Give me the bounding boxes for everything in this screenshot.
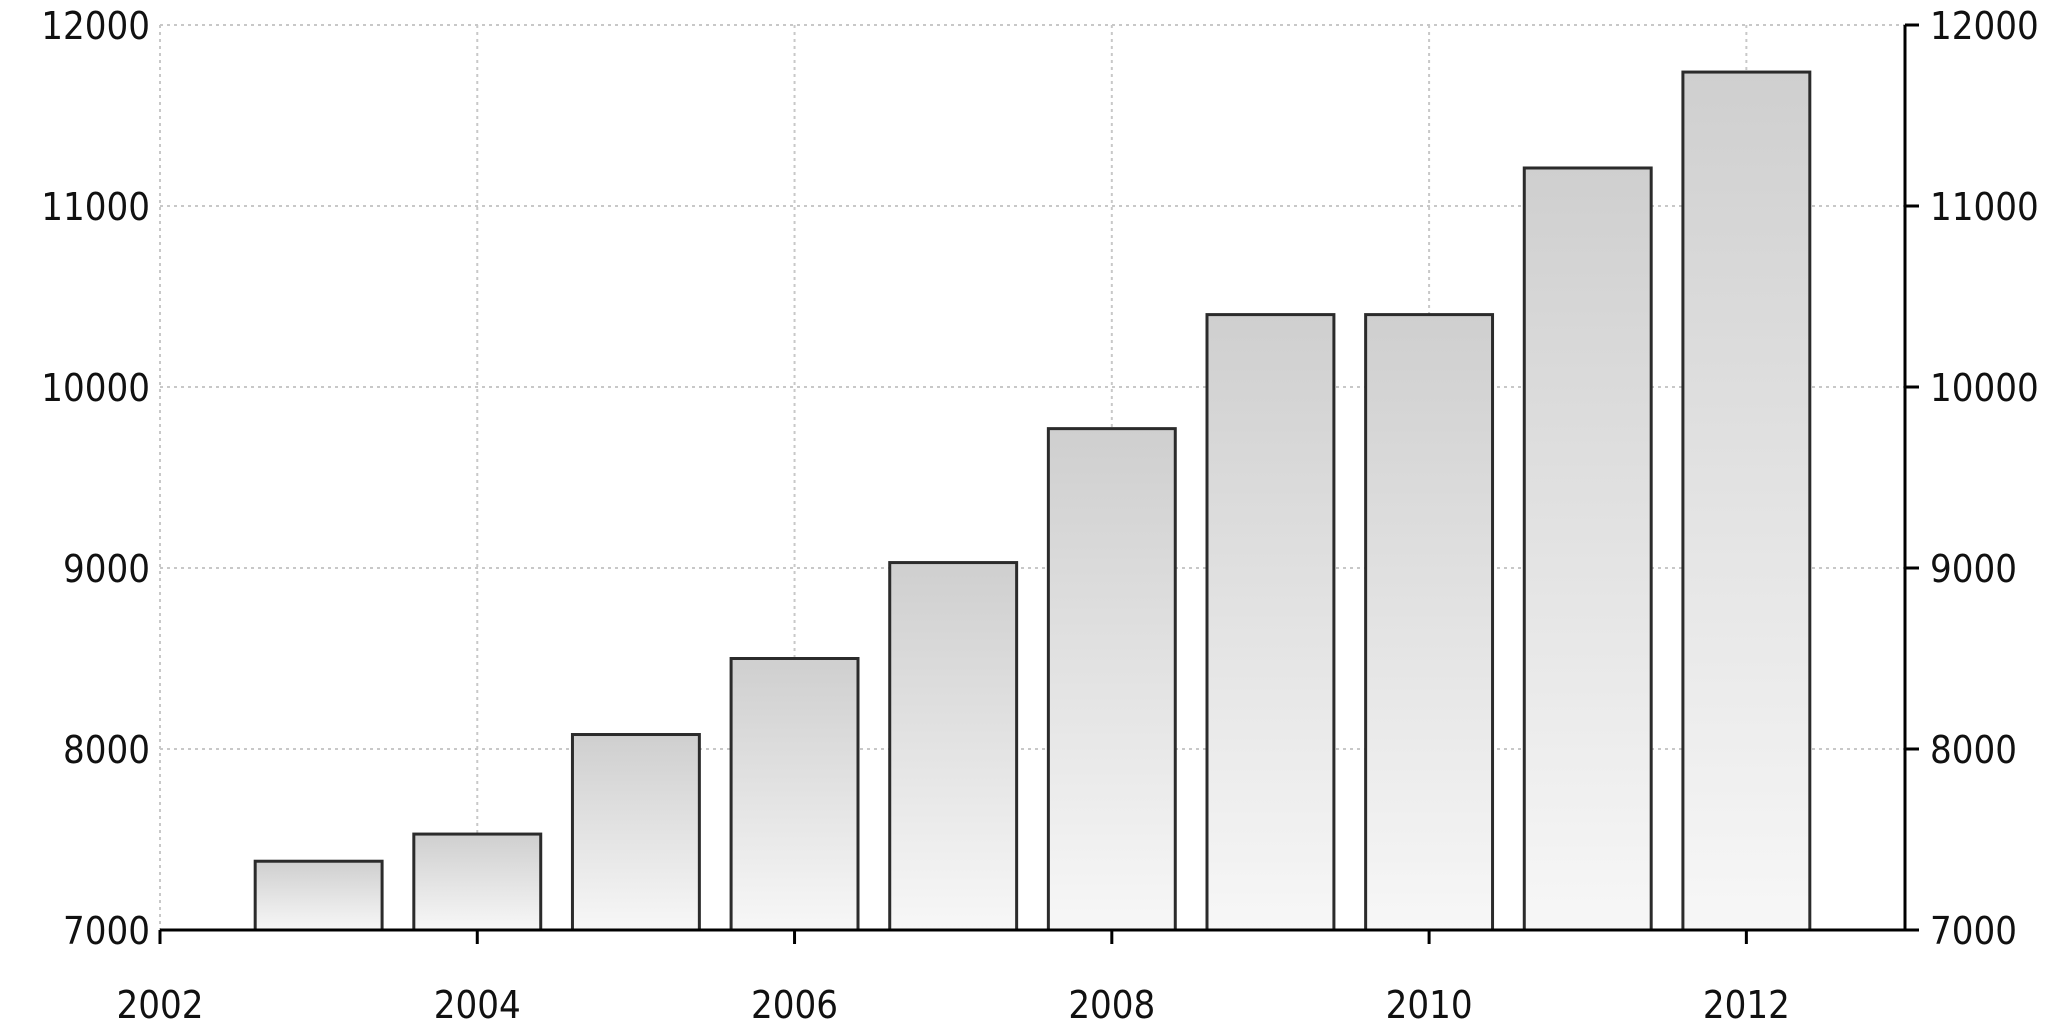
axes: [158, 23, 1919, 944]
y-tick-label-right: 10000: [1930, 366, 2039, 410]
y-tick-label-left: 7000: [63, 909, 150, 953]
y-tick-label-left: 10000: [41, 366, 150, 410]
y-tick-label-right: 7000: [1930, 909, 2017, 953]
y-tick-label-right: 12000: [1930, 4, 2039, 48]
y-tick-label-left: 11000: [41, 185, 150, 229]
y-tick-label-left: 12000: [41, 4, 150, 48]
x-tick-label: 2004: [434, 983, 521, 1027]
tick-labels: 2002 2004 2006 2008 2010 2012 7000 8000 9000 1000…: [41, 4, 2038, 1027]
y-tick-label-right: 8000: [1930, 728, 2017, 772]
y-tick-label-left: 9000: [63, 547, 150, 591]
bar: [1205, 313, 1336, 932]
bar: [1046, 427, 1177, 932]
y-tick-label-left: 8000: [63, 728, 150, 772]
bar: [1364, 313, 1495, 932]
y-tick-label-right: 9000: [1930, 547, 2017, 591]
bar: [729, 657, 860, 932]
bar: [570, 733, 701, 932]
x-tick-label: 2010: [1386, 983, 1473, 1027]
bar: [1681, 70, 1812, 932]
x-tick-label: 2012: [1703, 983, 1790, 1027]
y-tick-label-right: 11000: [1930, 185, 2039, 229]
x-tick-label: 2006: [751, 983, 838, 1027]
bar: [253, 859, 384, 932]
bars: [253, 70, 1812, 932]
x-tick-label: 2008: [1068, 983, 1155, 1027]
bar: [888, 561, 1019, 932]
bar: [1522, 166, 1653, 932]
x-tick-label: 2002: [117, 983, 204, 1027]
bar: [412, 832, 543, 932]
